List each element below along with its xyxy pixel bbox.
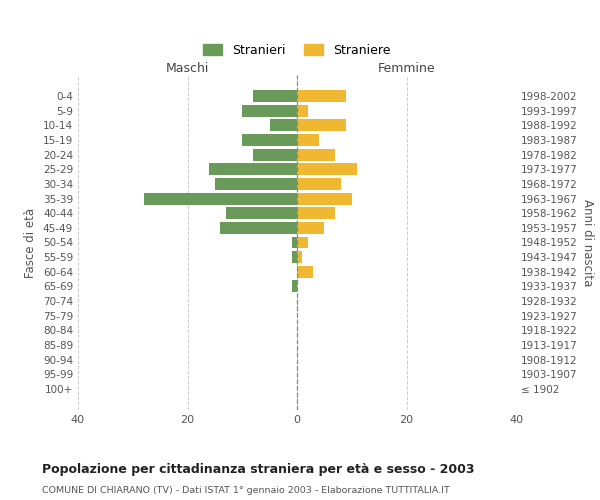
Bar	[297, 222, 325, 234]
Bar	[209, 164, 297, 175]
Bar	[253, 90, 297, 102]
Bar	[144, 192, 297, 204]
Bar	[297, 164, 357, 175]
Bar	[297, 192, 352, 204]
Y-axis label: Anni di nascita: Anni di nascita	[581, 199, 594, 286]
Bar	[297, 207, 335, 219]
Bar	[297, 134, 319, 146]
Bar	[292, 280, 297, 292]
Bar	[297, 251, 302, 263]
Bar	[292, 236, 297, 248]
Text: Popolazione per cittadinanza straniera per età e sesso - 2003: Popolazione per cittadinanza straniera p…	[42, 462, 475, 475]
Bar	[220, 222, 297, 234]
Bar	[269, 120, 297, 132]
Bar	[226, 207, 297, 219]
Bar	[297, 90, 346, 102]
Bar	[297, 178, 341, 190]
Bar	[215, 178, 297, 190]
Legend: Stranieri, Straniere: Stranieri, Straniere	[197, 38, 397, 63]
Text: Maschi: Maschi	[166, 62, 209, 75]
Bar	[253, 148, 297, 160]
Bar	[297, 148, 335, 160]
Y-axis label: Fasce di età: Fasce di età	[25, 208, 37, 278]
Bar	[297, 105, 308, 117]
Bar	[242, 105, 297, 117]
Text: COMUNE DI CHIARANO (TV) - Dati ISTAT 1° gennaio 2003 - Elaborazione TUTTITALIA.I: COMUNE DI CHIARANO (TV) - Dati ISTAT 1° …	[42, 486, 450, 495]
Bar	[292, 251, 297, 263]
Bar	[297, 266, 313, 278]
Bar	[297, 236, 308, 248]
Bar	[297, 120, 346, 132]
Bar	[242, 134, 297, 146]
Text: Femmine: Femmine	[377, 62, 436, 75]
